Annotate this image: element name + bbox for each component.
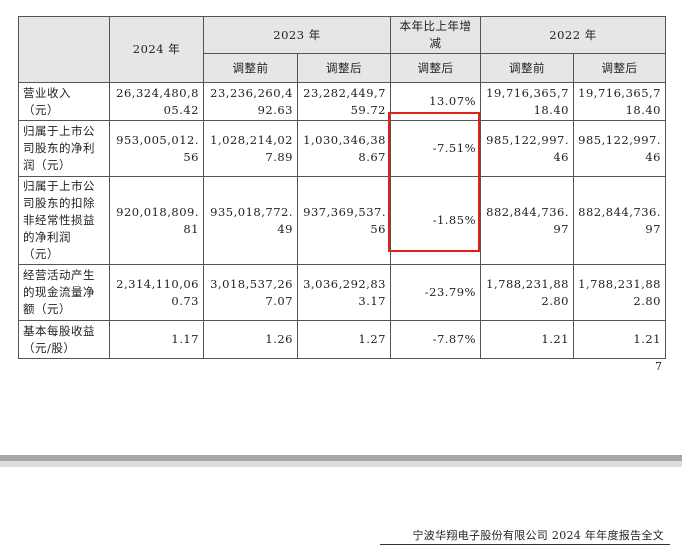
page-number: 7 bbox=[655, 360, 662, 373]
cell-change: 13.07% bbox=[390, 82, 481, 121]
table-row: 归属于上市公 司股东的扣除 非经常性损益 的净利润 （元） 920,018,80… bbox=[18, 176, 666, 265]
cell-2022-before: 19,716,365,7 18.40 bbox=[480, 82, 574, 121]
table-row: 归属于上市公 司股东的净利 润（元） 953,005,012. 56 1,028… bbox=[18, 120, 666, 177]
cell-2023-after: 1.27 bbox=[297, 320, 391, 359]
cell-2024: 2,314,110,06 0.73 bbox=[109, 264, 204, 321]
cell-change: -7.87% bbox=[390, 320, 481, 359]
cell-2022-before: 985,122,997. 46 bbox=[480, 120, 574, 177]
cell-2022-before: 1.21 bbox=[480, 320, 574, 359]
cell-2023-after: 23,282,449,7 59.72 bbox=[297, 82, 391, 121]
cell-2023-before: 23,236,260,4 92.63 bbox=[203, 82, 298, 121]
cell-2024: 953,005,012. 56 bbox=[109, 120, 204, 177]
report-footer: 宁波华翔电子股份有限公司 2024 年年度报告全文 bbox=[412, 529, 664, 542]
cell-2023-before: 1.26 bbox=[203, 320, 298, 359]
financial-table: 2024 年 2023 年 本年比上年增 减 2022 年 调整前 调整后 调整… bbox=[18, 16, 666, 359]
cell-2023-before: 1,028,214,02 7.89 bbox=[203, 120, 298, 177]
page-separator-shadow bbox=[0, 461, 682, 467]
header-2024: 2024 年 bbox=[109, 16, 204, 83]
cell-2024: 1.17 bbox=[109, 320, 204, 359]
cell-2023-after: 1,030,346,38 8.67 bbox=[297, 120, 391, 177]
header-2023: 2023 年 bbox=[203, 16, 391, 54]
cell-2022-after: 1,788,231,88 2.80 bbox=[573, 264, 666, 321]
header-change: 本年比上年增 减 bbox=[390, 16, 481, 54]
header-2022-after: 调整后 bbox=[573, 53, 666, 83]
cell-2022-before: 882,844,736. 97 bbox=[480, 176, 574, 265]
table-row: 经营活动产生 的现金流量净 额（元） 2,314,110,06 0.73 3,0… bbox=[18, 264, 666, 321]
header-corner bbox=[18, 16, 110, 83]
cell-2023-after: 3,036,292,83 3.17 bbox=[297, 264, 391, 321]
cell-2023-before: 3,018,537,26 7.07 bbox=[203, 264, 298, 321]
row-label: 营业收入 （元） bbox=[18, 82, 110, 121]
header-change-after: 调整后 bbox=[390, 53, 481, 83]
table-row: 营业收入 （元） 26,324,480,8 05.42 23,236,260,4… bbox=[18, 82, 666, 121]
cell-2022-after: 882,844,736. 97 bbox=[573, 176, 666, 265]
cell-2022-before: 1,788,231,88 2.80 bbox=[480, 264, 574, 321]
row-label: 经营活动产生 的现金流量净 额（元） bbox=[18, 264, 110, 321]
cell-2024: 26,324,480,8 05.42 bbox=[109, 82, 204, 121]
row-label: 归属于上市公 司股东的扣除 非经常性损益 的净利润 （元） bbox=[18, 176, 110, 265]
header-2022-before: 调整前 bbox=[480, 53, 574, 83]
cell-2023-before: 935,018,772. 49 bbox=[203, 176, 298, 265]
header-2022: 2022 年 bbox=[480, 16, 666, 54]
cell-2022-after: 19,716,365,7 18.40 bbox=[573, 82, 666, 121]
cell-2024: 920,018,809. 81 bbox=[109, 176, 204, 265]
row-label: 归属于上市公 司股东的净利 润（元） bbox=[18, 120, 110, 177]
header-2023-before: 调整前 bbox=[203, 53, 298, 83]
page-separator bbox=[0, 455, 682, 461]
table-row: 基本每股收益 （元/股） 1.17 1.26 1.27 -7.87% 1.21 … bbox=[18, 320, 666, 359]
footer-rule bbox=[380, 544, 670, 545]
cell-2023-after: 937,369,537. 56 bbox=[297, 176, 391, 265]
cell-2022-after: 1.21 bbox=[573, 320, 666, 359]
cell-change: -7.51% bbox=[390, 120, 481, 177]
cell-2022-after: 985,122,997. 46 bbox=[573, 120, 666, 177]
cell-change: -1.85% bbox=[390, 176, 481, 265]
row-label: 基本每股收益 （元/股） bbox=[18, 320, 110, 359]
header-2023-after: 调整后 bbox=[297, 53, 391, 83]
cell-change: -23.79% bbox=[390, 264, 481, 321]
